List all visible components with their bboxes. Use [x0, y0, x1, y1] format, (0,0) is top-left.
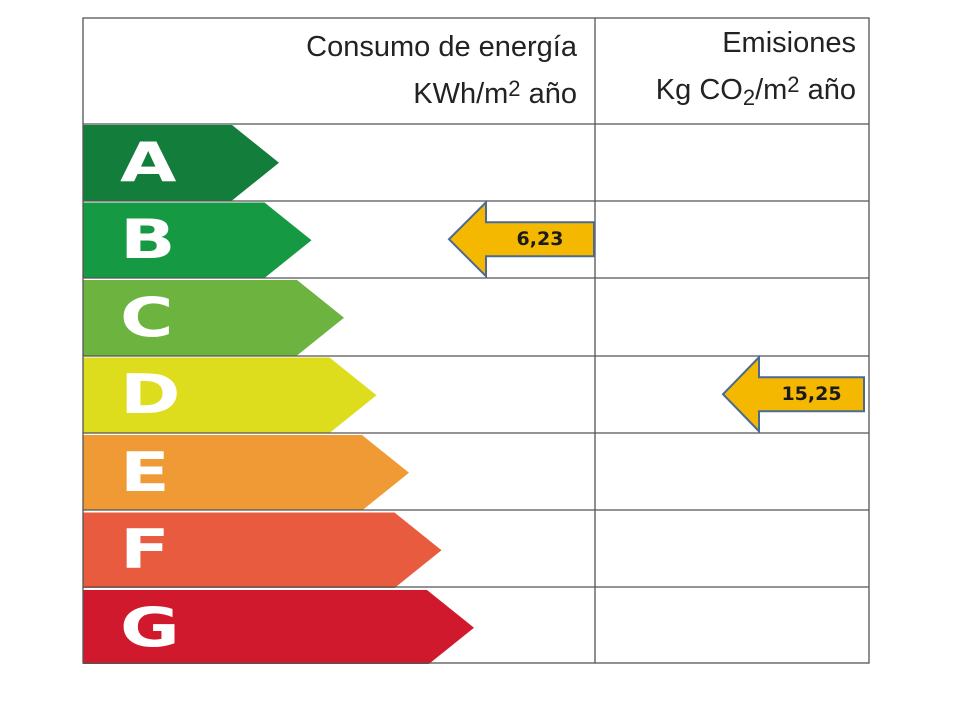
rating-bar-g [83, 590, 474, 664]
energy-pointer-arrow [447, 199, 595, 279]
rating-letter-e: E [120, 440, 170, 504]
rating-letter-a: A [120, 130, 177, 194]
table-grid-lines [82, 17, 870, 664]
emissions-header-unit: Kg CO2/m2 año [655, 71, 856, 110]
rating-letter-d: D [120, 363, 181, 427]
energy-rating-label: Consumo de energía KWh/m2 año Emisiones … [82, 17, 870, 664]
emissions-header-title: Emisiones [722, 26, 856, 59]
rating-bar-c [83, 280, 344, 356]
emissions-column-header: Emisiones Kg CO2/m2 año [595, 17, 870, 123]
rating-table-grid [82, 17, 870, 664]
rating-letter-g: G [120, 595, 180, 659]
rating-bar-b [83, 202, 312, 278]
rating-bar-a [83, 125, 279, 201]
emissions-pointer-arrow [721, 354, 865, 434]
emissions-pointer-value: 15,25 [781, 383, 842, 406]
rating-letter-c: C [120, 285, 174, 349]
rating-letter-b: B [120, 208, 176, 272]
energy-pointer-value: 6,23 [516, 228, 564, 251]
rating-letter-f: F [120, 518, 170, 582]
rating-bar-e [83, 435, 409, 511]
energy-header-unit: KWh/m2 año [413, 75, 577, 110]
energy-header-title: Consumo de energía [306, 30, 577, 63]
rating-bar-d [83, 357, 377, 433]
rating-bar-f [83, 512, 442, 588]
energy-column-header: Consumo de energía KWh/m2 año [82, 17, 595, 123]
